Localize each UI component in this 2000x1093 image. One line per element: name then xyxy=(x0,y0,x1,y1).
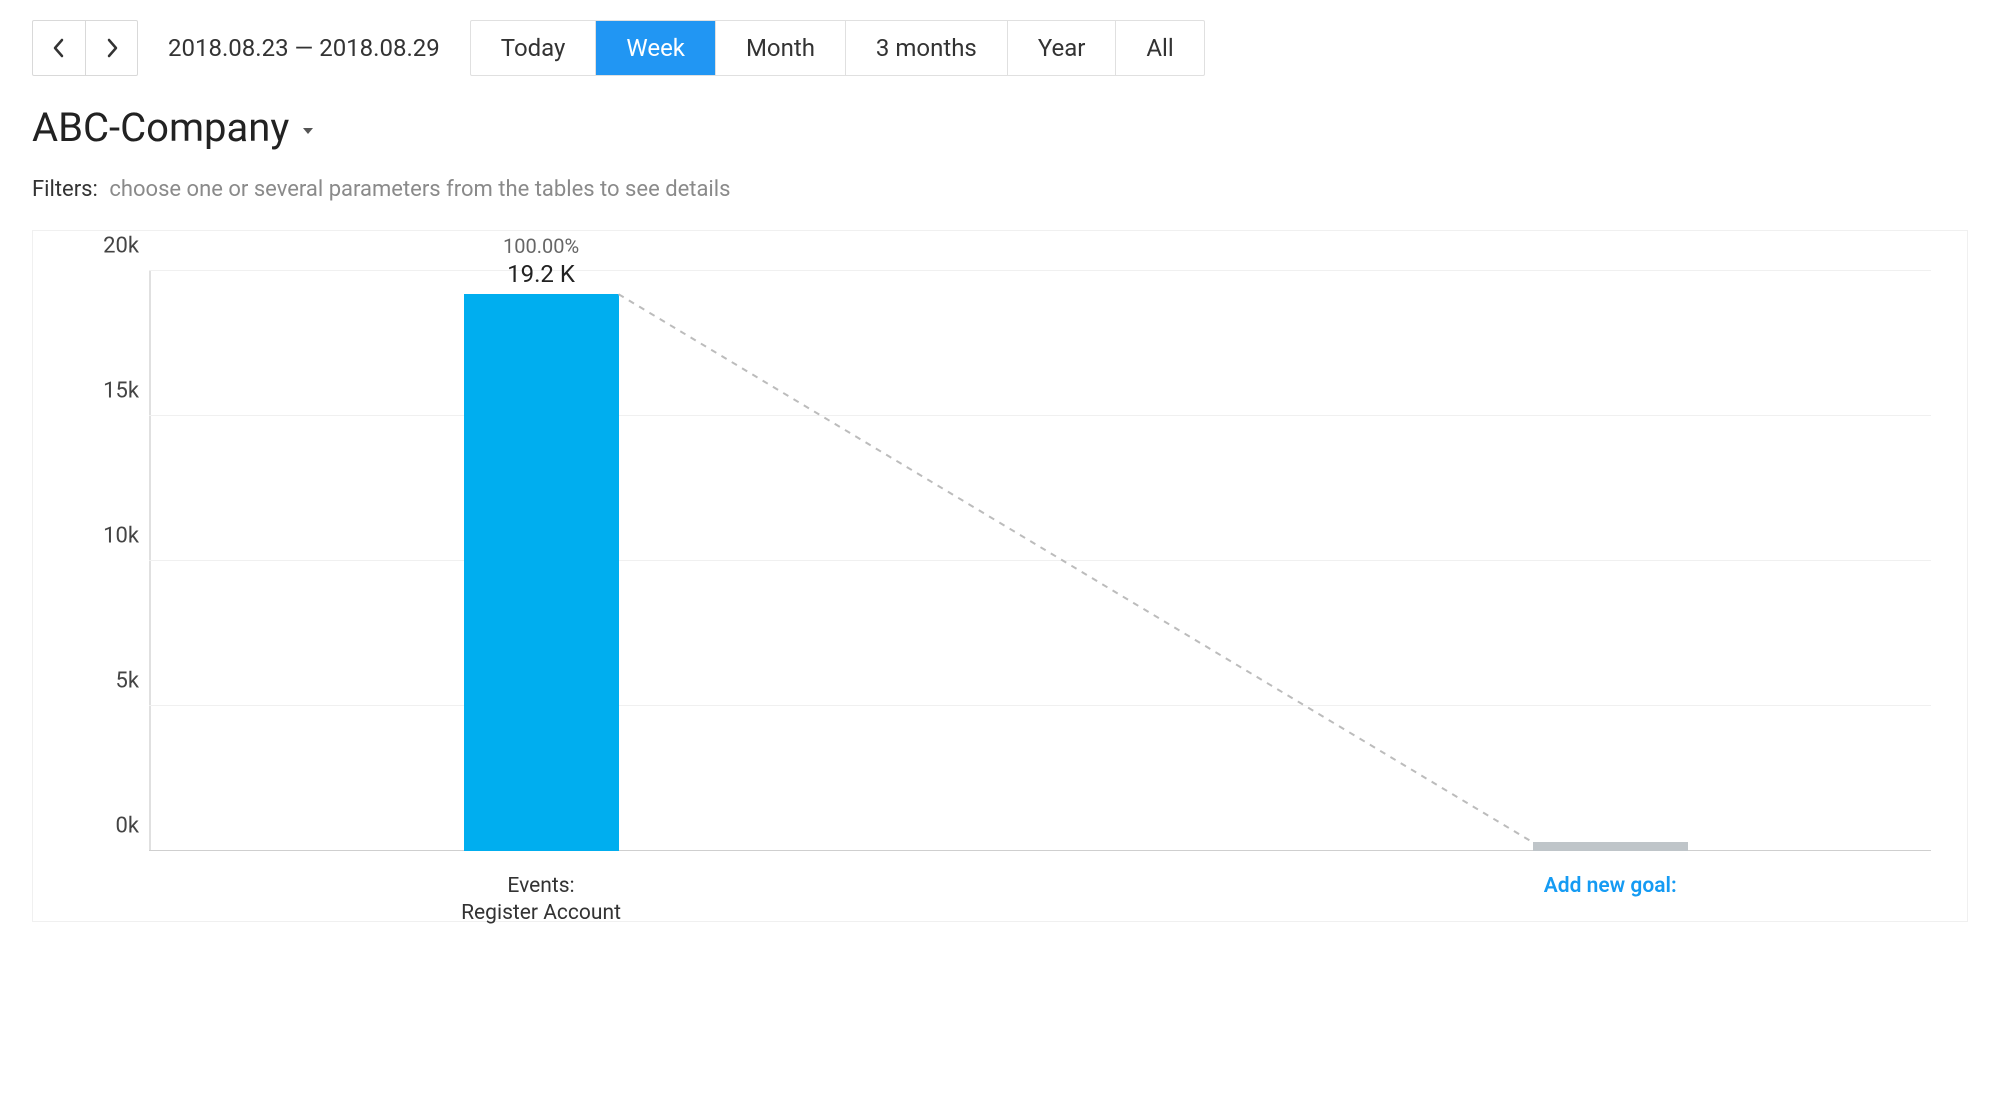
bar-count-label: 19.2 K xyxy=(386,259,696,290)
chevron-left-icon xyxy=(52,38,66,58)
bar-value-label: 100.00%19.2 K xyxy=(386,233,696,294)
add-goal-link[interactable]: Add new goal: xyxy=(1378,851,1843,900)
grid-line xyxy=(149,705,1931,706)
funnel-connector xyxy=(149,271,1931,851)
range-tabs: TodayWeekMonth3 monthsYearAll xyxy=(470,20,1205,76)
chart-plot: 100.00%19.2 KEvents:Register Account Add … xyxy=(149,271,1931,851)
range-tab-week[interactable]: Week xyxy=(595,21,715,75)
filters-hint: choose one or several parameters from th… xyxy=(109,177,730,202)
filters-row: Filters: choose one or several parameter… xyxy=(32,177,1968,202)
toolbar: 2018.08.23 — 2018.08.29 TodayWeekMonth3 … xyxy=(32,20,1968,76)
grid-line xyxy=(149,560,1931,561)
range-tab-3-months[interactable]: 3 months xyxy=(845,21,1007,75)
y-tick-label: 10k xyxy=(69,524,139,549)
range-tab-year[interactable]: Year xyxy=(1007,21,1116,75)
y-tick-label: 0k xyxy=(69,814,139,839)
y-tick-label: 15k xyxy=(69,379,139,404)
chart-area: 100.00%19.2 KEvents:Register Account Add … xyxy=(69,271,1931,891)
company-title: ABC-Company xyxy=(32,104,289,151)
prev-arrow-button[interactable] xyxy=(33,21,85,75)
grid-line xyxy=(149,415,1931,416)
add-goal-bar[interactable]: Add new goal: xyxy=(1533,842,1688,851)
filters-label: Filters: xyxy=(32,177,98,202)
next-arrow-button[interactable] xyxy=(85,21,137,75)
company-selector[interactable]: ABC-Company xyxy=(32,104,1968,151)
date-range-label[interactable]: 2018.08.23 — 2018.08.29 xyxy=(168,34,440,62)
chevron-right-icon xyxy=(105,38,119,58)
funnel-bar[interactable]: 100.00%19.2 KEvents:Register Account xyxy=(464,294,619,851)
range-tab-month[interactable]: Month xyxy=(715,21,845,75)
date-nav-arrows xyxy=(32,20,138,76)
caret-down-icon xyxy=(303,128,313,134)
y-tick-label: 20k xyxy=(69,234,139,259)
bar-percent-label: 100.00% xyxy=(386,233,696,259)
bar-category-label: Events:Register Account xyxy=(309,851,774,928)
funnel-chart-panel: 100.00%19.2 KEvents:Register Account Add … xyxy=(32,230,1968,922)
range-tab-today[interactable]: Today xyxy=(471,21,596,75)
range-tab-all[interactable]: All xyxy=(1115,21,1203,75)
y-tick-label: 5k xyxy=(69,669,139,694)
